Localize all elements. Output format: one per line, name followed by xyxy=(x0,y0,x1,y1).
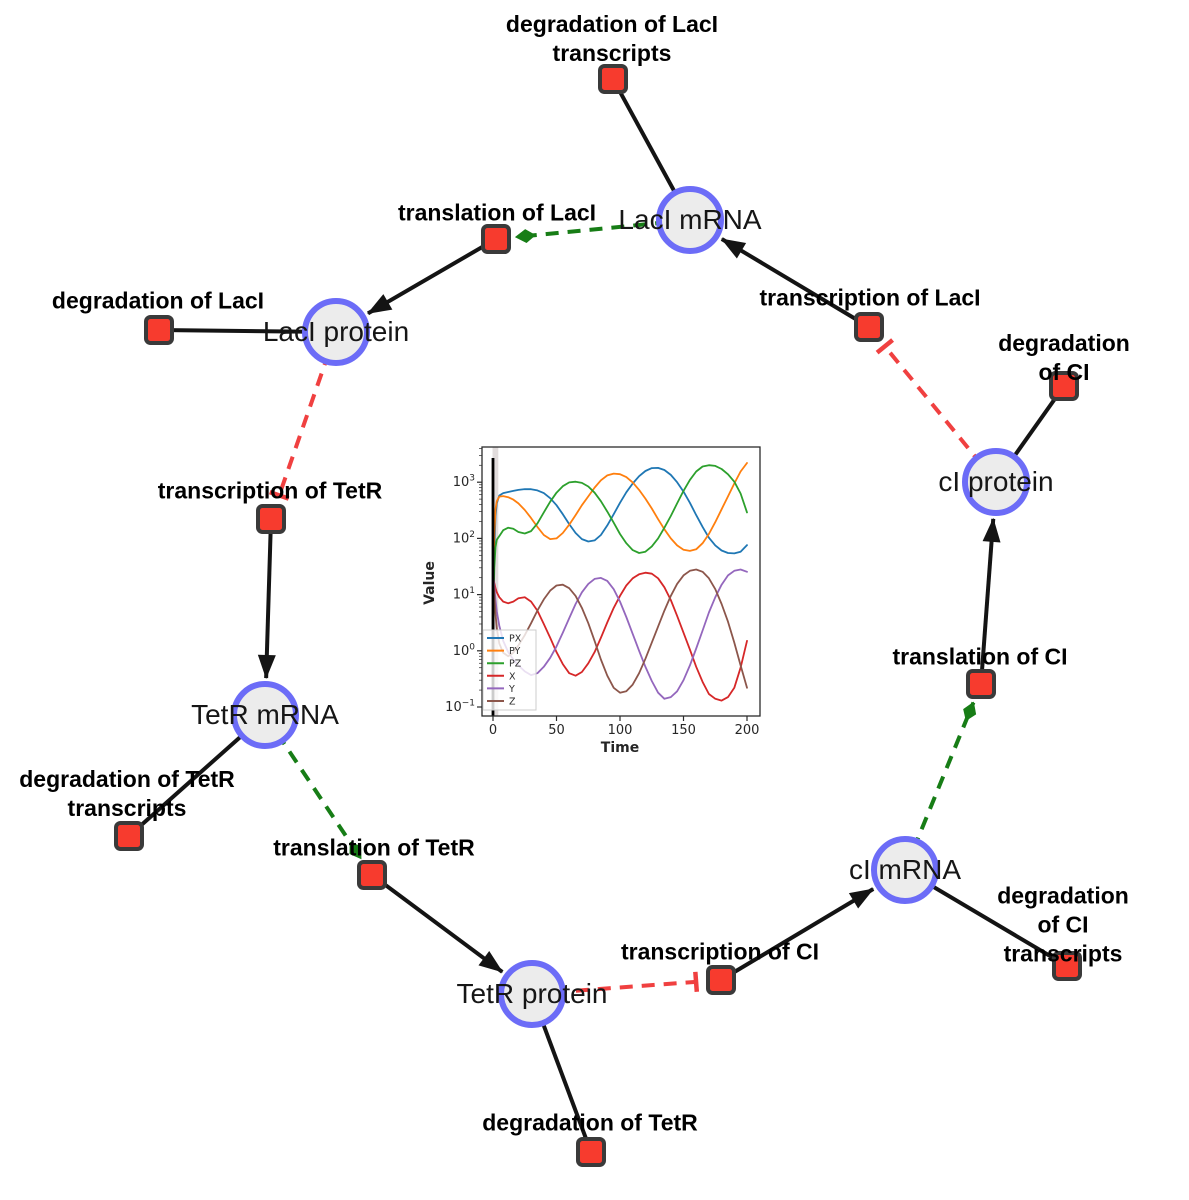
reaction-node-deg-tetr-transcripts[interactable] xyxy=(114,821,144,851)
x-tick-label: 150 xyxy=(671,723,696,738)
y-tick-label: 100 xyxy=(453,642,476,659)
reaction-node-transcription-ci[interactable] xyxy=(706,965,736,995)
reaction-node-translation-tetr[interactable] xyxy=(357,860,387,890)
reaction-node-deg-laci[interactable] xyxy=(144,315,174,345)
reaction-node-deg-ci-transcripts[interactable] xyxy=(1052,951,1082,981)
y-tick-label: 103 xyxy=(453,474,475,491)
chart-frame xyxy=(481,446,761,717)
reaction-node-translation-laci[interactable] xyxy=(481,224,511,254)
edge-transcription-tetr-to-tetr-mrna xyxy=(257,518,276,680)
x-tick-label: 50 xyxy=(548,723,565,738)
legend-entry-PZ: PZ xyxy=(509,659,522,670)
chart-axes: 0 50 100 150 200 10−1 100 101 102 103 xyxy=(445,448,759,738)
reaction-node-transcription-tetr[interactable] xyxy=(256,504,286,534)
legend-entry-Y: Y xyxy=(508,684,515,695)
reaction-node-deg-laci-transcripts[interactable] xyxy=(598,64,628,94)
y-tick-label: 10−1 xyxy=(445,699,475,716)
chart-series-PZ xyxy=(492,464,748,635)
edge-translation-laci-to-laci-protein xyxy=(366,237,498,316)
y-tick-label: 102 xyxy=(453,530,475,547)
legend-entry-Z: Z xyxy=(509,697,516,708)
reaction-node-deg-tetr[interactable] xyxy=(576,1137,606,1167)
x-tick-label: 0 xyxy=(489,723,497,738)
chart-x-axis-label: Time xyxy=(600,740,640,756)
edge-translation-ci-to-ci-protein xyxy=(979,517,1001,685)
edge-translation-tetr-to-tetr-protein xyxy=(370,873,504,974)
x-tick-label: 100 xyxy=(608,723,633,738)
species-node-ci-protein[interactable] xyxy=(962,448,1030,516)
chart-y-axis-label: Value xyxy=(422,561,438,605)
species-node-tetr-mrna[interactable] xyxy=(231,681,299,749)
legend-entry-X: X xyxy=(509,671,516,682)
reaction-node-deg-ci[interactable] xyxy=(1049,371,1079,401)
edge-transcription-ci-to-ci-mrna xyxy=(719,887,875,982)
species-node-laci-protein[interactable] xyxy=(302,298,370,366)
reaction-node-transcription-laci[interactable] xyxy=(854,312,884,342)
species-node-ci-mrna[interactable] xyxy=(871,836,939,904)
x-tick-label: 200 xyxy=(735,723,760,738)
chart-series xyxy=(492,462,748,702)
species-node-tetr-protein[interactable] xyxy=(498,960,566,1028)
species-node-laci-mrna[interactable] xyxy=(656,186,724,254)
chart-vspan xyxy=(492,447,499,716)
edge-transcription-laci-to-laci-mrna xyxy=(720,237,871,329)
chart-series-PY xyxy=(492,462,748,635)
y-tick-label: 101 xyxy=(453,586,475,603)
nodes-layer xyxy=(114,64,1082,1167)
legend-entry-PX: PX xyxy=(509,634,522,645)
chart-series-X xyxy=(492,571,748,702)
reaction-node-translation-ci[interactable] xyxy=(966,669,996,699)
chart-series-PX xyxy=(492,467,748,652)
legend-entry-PY: PY xyxy=(509,646,521,657)
